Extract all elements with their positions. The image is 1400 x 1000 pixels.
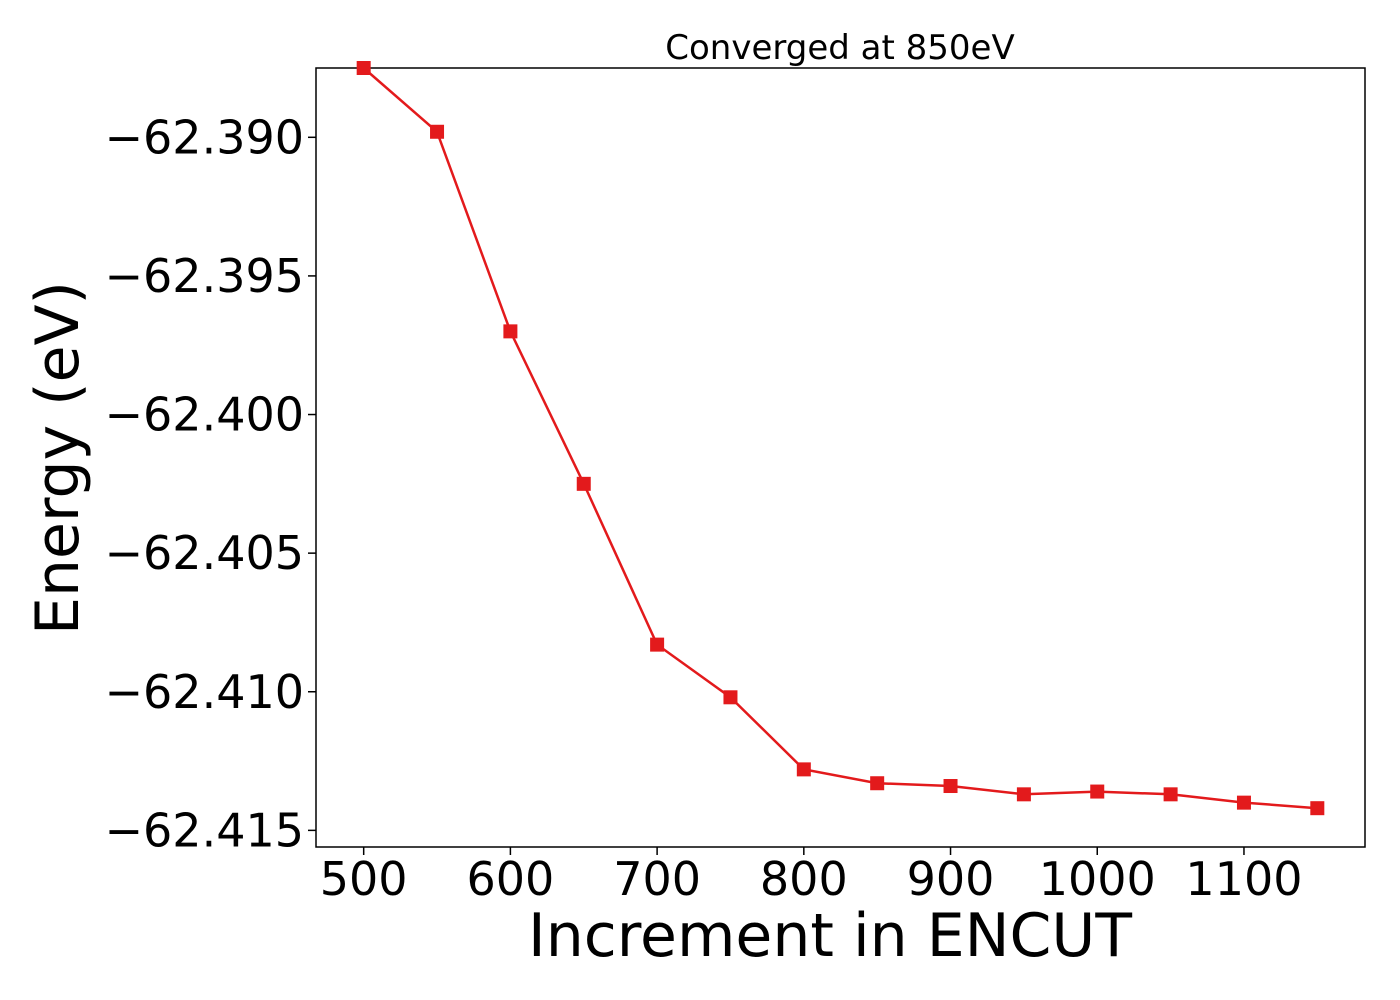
data-point xyxy=(1163,787,1178,802)
data-point xyxy=(650,637,665,652)
data-point xyxy=(796,762,811,777)
data-point xyxy=(943,779,958,794)
data-point xyxy=(1236,795,1251,810)
y-tick-label: −62.400 xyxy=(105,388,305,442)
x-tick-label: 1100 xyxy=(1185,852,1302,906)
x-axis: 500 600 700 800 900 1000 1100 xyxy=(320,847,1303,906)
data-point xyxy=(1310,801,1325,816)
data-point xyxy=(576,476,591,491)
x-tick-label: 1000 xyxy=(1039,852,1156,906)
x-tick-label: 900 xyxy=(907,852,995,906)
y-axis: −62.415 −62.410 −62.405 −62.400 −62.395 −62.3… xyxy=(105,110,316,857)
y-tick-label: −62.410 xyxy=(105,665,305,719)
data-point xyxy=(870,776,885,791)
data-point xyxy=(723,690,738,705)
y-tick-label: −62.405 xyxy=(105,526,305,580)
data-point xyxy=(1090,784,1105,799)
y-tick-label: −62.415 xyxy=(105,803,305,857)
x-tick-label: 500 xyxy=(320,852,408,906)
x-tick-label: 700 xyxy=(613,852,701,906)
x-tick-label: 600 xyxy=(466,852,554,906)
y-axis-label: Energy (eV) xyxy=(23,281,93,635)
data-point xyxy=(356,61,371,75)
series-line xyxy=(362,67,1318,810)
data-point xyxy=(1016,787,1031,802)
x-tick-label: 800 xyxy=(760,852,848,906)
data-point xyxy=(503,324,518,339)
plot-area-frame xyxy=(315,67,1366,848)
y-tick-label: −62.395 xyxy=(105,249,305,303)
chart-title: Converged at 850eV xyxy=(665,28,1014,68)
data-point xyxy=(430,124,445,139)
series-layer xyxy=(356,61,1325,816)
y-tick-label: −62.390 xyxy=(105,110,305,164)
x-axis-label: Increment in ENCUT xyxy=(528,901,1132,971)
